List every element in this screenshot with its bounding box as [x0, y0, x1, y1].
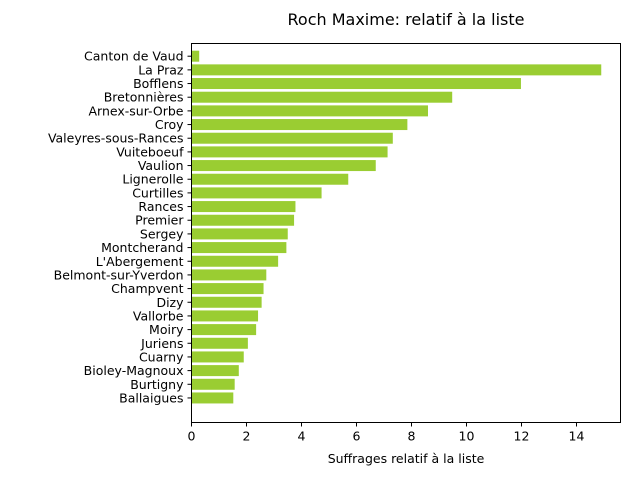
x-tick-label: 10: [459, 429, 475, 444]
y-tick-label: Bretonnières: [104, 90, 184, 105]
y-tick-label: Vuiteboeuf: [116, 144, 184, 159]
plot-frame: [191, 43, 621, 423]
bar: [191, 146, 388, 158]
y-tick-label: Bioley-Magnoux: [84, 363, 184, 378]
y-tick-label: Croy: [155, 117, 184, 132]
y-tick-label: Rances: [138, 199, 183, 214]
bar: [191, 105, 428, 117]
y-tick-label: Canton de Vaud: [84, 49, 183, 64]
y-tick-label: Champvent: [111, 281, 183, 296]
x-axis-label: Suffrages relatif à la liste: [328, 451, 485, 466]
y-tick-label: Arnex-sur-Orbe: [88, 103, 183, 118]
bar: [191, 50, 200, 62]
bar: [191, 378, 235, 390]
bar: [191, 324, 257, 336]
bar: [191, 242, 287, 254]
bar: [191, 392, 234, 404]
chart-title: Roch Maxime: relatif à la liste: [288, 10, 525, 29]
bars-group: [191, 50, 602, 404]
bar: [191, 173, 349, 185]
bar: [191, 91, 453, 103]
y-tick-label: Dizy: [156, 295, 184, 310]
y-tick-label: Lignerolle: [122, 172, 183, 187]
bar: [191, 283, 264, 295]
bar: [191, 255, 279, 267]
y-tick-label: L'Abergement: [96, 254, 184, 269]
y-tick-label: Burtigny: [130, 377, 184, 392]
bar: [191, 337, 248, 349]
x-tick-label: 2: [243, 429, 251, 444]
y-tick-label: Sergey: [140, 226, 184, 241]
x-tick-label: 4: [298, 429, 306, 444]
bar: [191, 365, 239, 377]
y-tick-label: Bofflens: [133, 76, 183, 91]
bar: [191, 310, 259, 322]
bar: [191, 201, 296, 213]
y-tick-label: Valeyres-sous-Rances: [48, 131, 184, 146]
bar: [191, 64, 602, 76]
y-tick-label: Cuarny: [139, 349, 184, 364]
y-tick-label: Belmont-sur-Yverdon: [54, 267, 184, 282]
bar: [191, 160, 376, 172]
bar: [191, 119, 408, 131]
y-tick-label: Montcherand: [101, 240, 183, 255]
y-tick-label: Curtilles: [132, 185, 183, 200]
x-tick-label: 6: [353, 429, 361, 444]
bar: [191, 187, 322, 199]
y-tick-label: La Praz: [138, 62, 184, 77]
x-tick-label: 8: [408, 429, 416, 444]
x-tick-label: 0: [188, 429, 196, 444]
x-axis-ticks: 0 2 4 6 8 10 12 14: [188, 422, 585, 444]
bar: [191, 269, 267, 281]
y-tick-label: Vallorbe: [133, 308, 184, 323]
bar: [191, 214, 295, 226]
y-tick-label: Premier: [135, 213, 184, 228]
bar: [191, 78, 521, 90]
bar: [191, 132, 393, 144]
bar: [191, 351, 244, 363]
bar: [191, 228, 288, 240]
x-tick-label: 14: [569, 429, 585, 444]
y-tick-label: Juriens: [140, 336, 183, 351]
y-tick-label: Vaulion: [138, 158, 184, 173]
bar: [191, 296, 262, 308]
y-tick-label: Moiry: [149, 322, 184, 337]
x-tick-label: 12: [514, 429, 530, 444]
y-tick-label: Ballaigues: [119, 390, 183, 405]
